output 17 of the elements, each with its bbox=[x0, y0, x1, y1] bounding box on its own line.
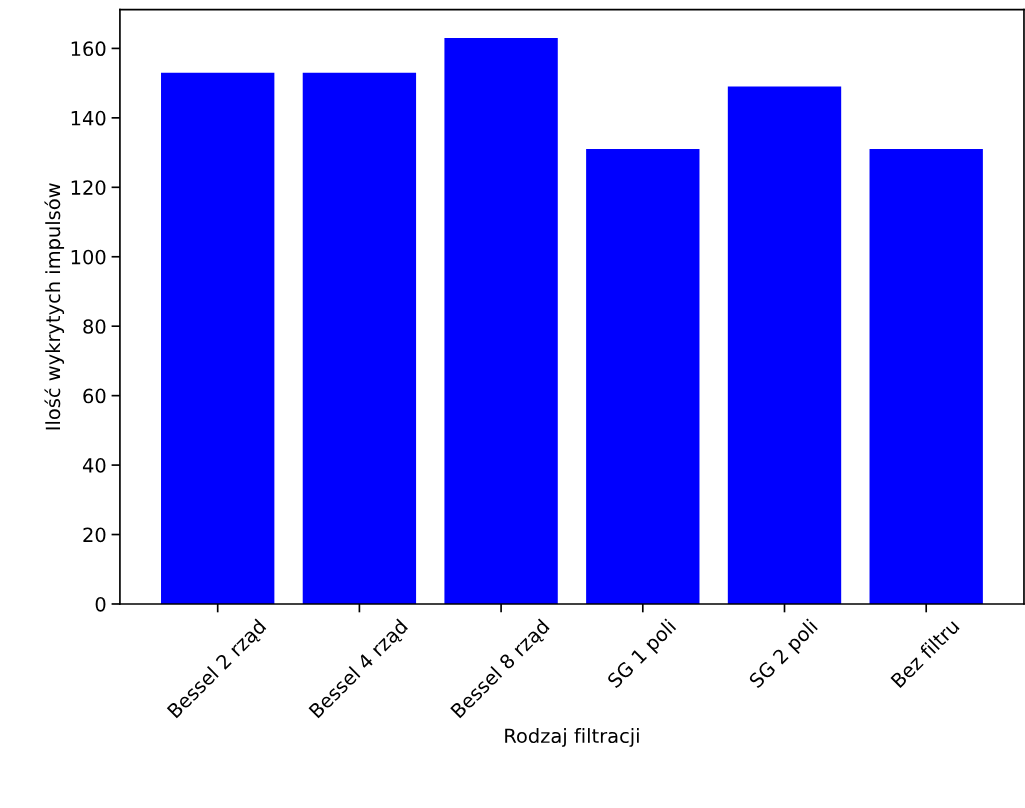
bar bbox=[444, 38, 558, 604]
y-tick-label: 160 bbox=[71, 41, 106, 57]
bar bbox=[302, 72, 417, 604]
bar bbox=[586, 149, 700, 604]
y-tick-label: 100 bbox=[71, 249, 106, 265]
y-tick-label: 80 bbox=[83, 319, 106, 334]
bar bbox=[161, 72, 275, 604]
y-tick-label: 40 bbox=[82, 458, 106, 473]
y-tick-label: 60 bbox=[83, 388, 106, 404]
bar bbox=[727, 86, 842, 604]
y-axis-title: Ilość wykrytych impulsów bbox=[44, 183, 65, 430]
y-tick-label: 0 bbox=[95, 596, 106, 612]
y-tick-label: 140 bbox=[71, 110, 106, 126]
y-tick-label: 120 bbox=[71, 180, 106, 195]
x-axis-title: Rodzaj filtracji bbox=[505, 728, 639, 747]
y-tick-label: 20 bbox=[83, 527, 106, 543]
bar bbox=[869, 149, 983, 604]
